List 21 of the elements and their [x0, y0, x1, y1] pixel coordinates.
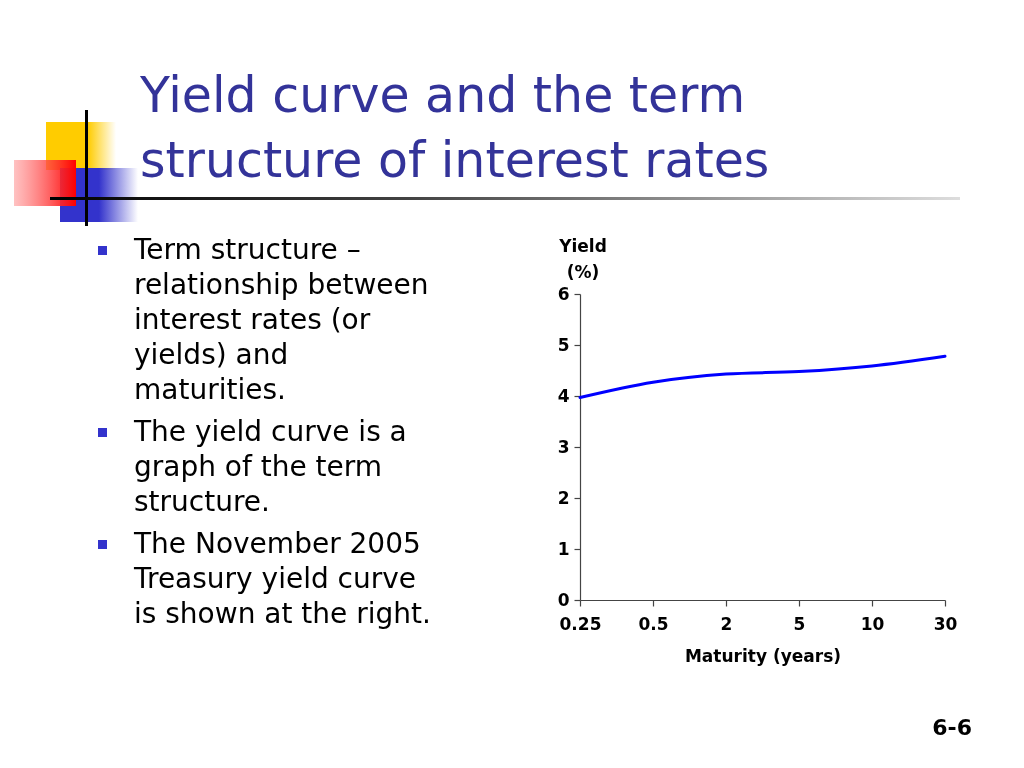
y-tick-label: 3 — [557, 436, 570, 457]
text: The November 2005 Treasury yield curve is shown at the right. — [133, 526, 432, 631]
text: The yield curve is a graph of the term structure. — [133, 414, 408, 519]
text: 6-6 — [931, 715, 972, 740]
x-tick-label: 5 — [793, 613, 806, 634]
x-tick-label: 2 — [720, 613, 733, 634]
x-axis-title: Maturity (years) — [684, 645, 842, 666]
y-tick-label: 5 — [557, 334, 570, 355]
text: Term structure – relationship between interest rates (or yields) and maturities. — [133, 232, 430, 407]
y-axis-title: Yield (%) — [558, 235, 608, 284]
y-tick-label: 6 — [557, 283, 570, 304]
y-tick-label: 0 — [557, 589, 570, 610]
y-tick-label: 2 — [557, 487, 570, 508]
x-tick-label: 30 — [933, 613, 958, 634]
line-series — [578, 354, 947, 400]
y-tick-label: 1 — [557, 538, 570, 559]
x-tick-label: 0.5 — [638, 613, 669, 634]
chart-title: Yield curve and the term structure of interest rates — [140, 66, 771, 191]
x-tick-label: 10 — [860, 613, 885, 634]
x-tick-label: 0.25 — [559, 613, 602, 634]
y-tick-label: 4 — [557, 385, 570, 406]
